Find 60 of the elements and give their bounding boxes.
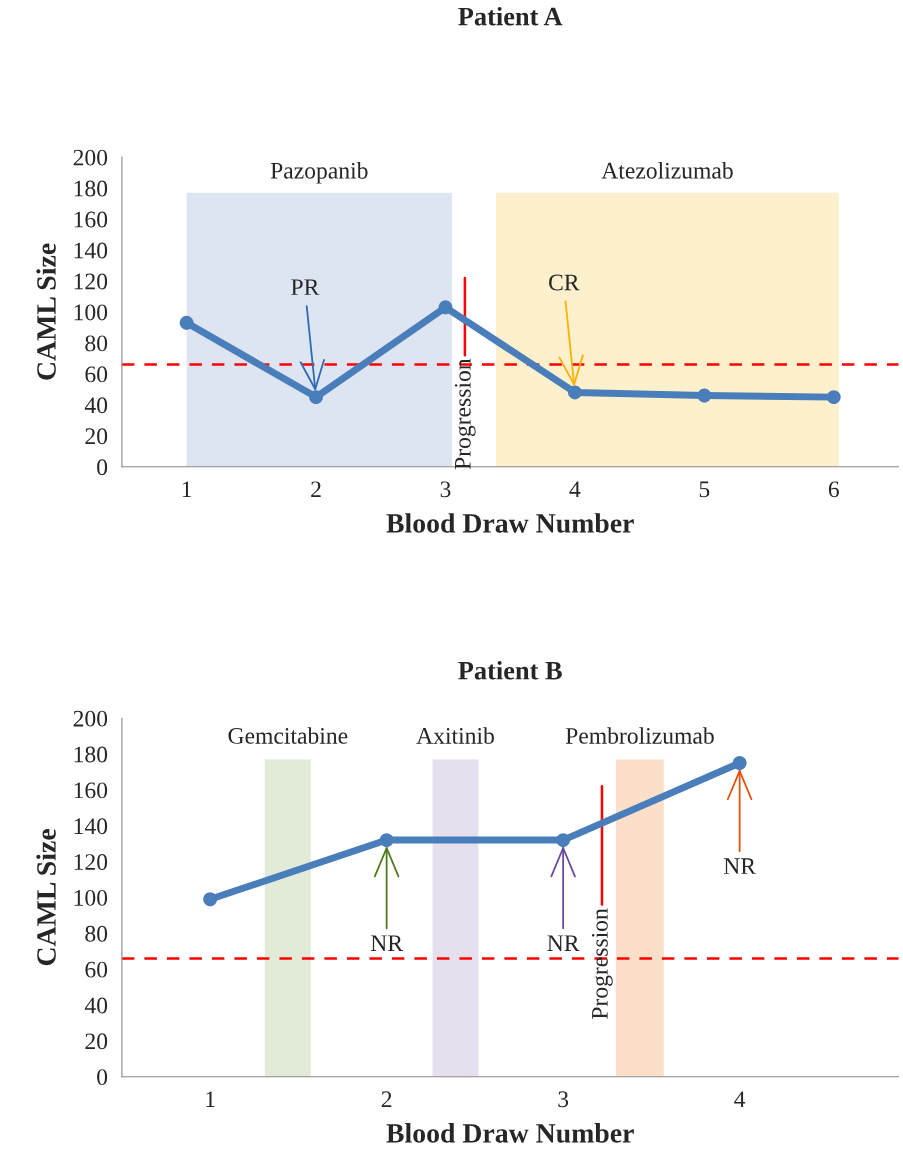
annotation: PR	[291, 279, 320, 295]
x-tick-label: 1	[206, 1091, 215, 1107]
point	[567, 385, 582, 400]
y-tick-label: 160	[74, 211, 108, 228]
y-tick-label: 0	[97, 459, 108, 476]
y-tick-label: 20	[85, 428, 108, 445]
y-tick-label: 80	[85, 925, 108, 942]
y-tick-label: 200	[73, 149, 108, 166]
annotation: NR	[370, 935, 404, 951]
y-tick-label: 40	[84, 397, 108, 414]
annotation: NR	[723, 858, 756, 874]
y-tick-label: 180	[74, 180, 108, 197]
x-tick-label: 3	[440, 481, 451, 498]
y-tick-label: 60	[85, 366, 108, 383]
point	[556, 833, 571, 848]
x-tick-label: 1	[182, 481, 192, 498]
y-tick-label: 140	[74, 242, 108, 259]
point	[697, 388, 712, 403]
y-axis-title: CAML Size	[36, 829, 56, 966]
y-tick-label: 160	[74, 782, 108, 799]
y-tick-label: 60	[85, 961, 108, 978]
point	[732, 756, 747, 770]
x-tick-label: 4	[734, 1091, 746, 1107]
x-tick-label: 5	[699, 481, 710, 498]
band-label: Axitinib	[416, 727, 494, 744]
x-axis-title: Blood Draw Number	[386, 1123, 634, 1143]
annotation: NR	[547, 935, 580, 951]
x-tick-label: 2	[311, 481, 321, 498]
y-tick-label: 200	[73, 710, 108, 727]
x-axis-title: Blood Draw Number	[386, 513, 634, 533]
y-tick-label: 100	[74, 304, 108, 321]
band-label: Pazopanib	[270, 162, 368, 184]
y-tick-label: 40	[84, 997, 108, 1014]
point	[203, 892, 218, 907]
annotation: CR	[549, 274, 580, 291]
point	[438, 300, 453, 315]
chart-title: Patient B	[458, 660, 562, 680]
y-tick-label: 80	[85, 335, 108, 352]
band-label: Gemcitabine	[228, 727, 348, 744]
band-label: Atezolizumab	[601, 162, 733, 179]
x-tick-label: 6	[828, 481, 839, 498]
ref-line-label: Progression	[591, 908, 613, 1020]
band-label: Pembrolizumab	[565, 727, 714, 744]
y-tick-label: 120	[74, 273, 108, 290]
point	[826, 390, 841, 405]
point	[379, 833, 394, 848]
y-tick-label: 120	[74, 854, 108, 871]
y-tick-label: 20	[85, 1033, 108, 1050]
y-tick-label: 0	[97, 1069, 108, 1086]
y-tick-label: 140	[74, 818, 108, 835]
point	[309, 390, 323, 405]
x-tick-label: 4	[569, 481, 581, 498]
ref-line-label: Progression	[454, 358, 476, 470]
chart-title: Patient A	[458, 6, 563, 26]
y-axis-title: CAML Size	[36, 243, 56, 380]
x-tick-label: 3	[558, 1091, 569, 1108]
x-tick-label: 2	[381, 1091, 392, 1107]
y-tick-label: 180	[74, 746, 108, 763]
y-tick-label: 100	[74, 889, 108, 906]
point	[179, 315, 194, 330]
